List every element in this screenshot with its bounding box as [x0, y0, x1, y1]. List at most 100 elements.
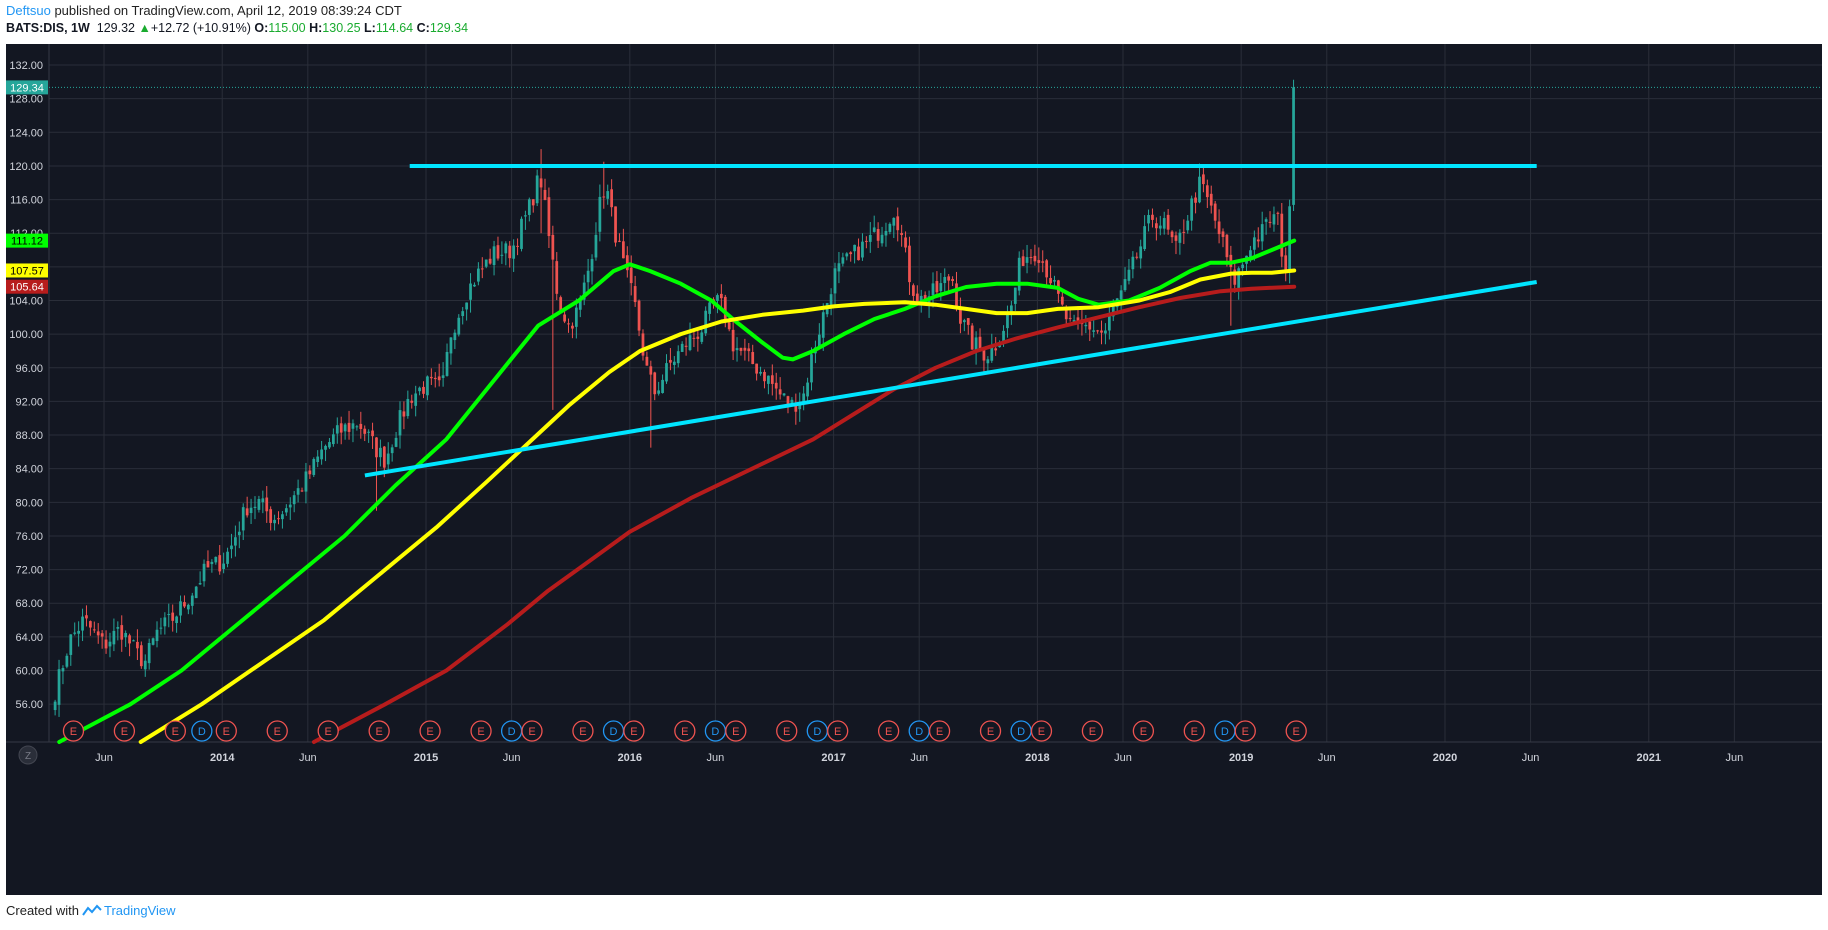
earnings-marker[interactable]: E — [164, 720, 187, 742]
candle — [1088, 318, 1092, 342]
candle-body — [614, 206, 617, 243]
candle-body — [806, 382, 809, 397]
candle — [496, 236, 500, 261]
event-marker-label: E — [274, 726, 281, 738]
candle-body — [245, 508, 249, 516]
candle — [767, 375, 770, 395]
earnings-marker[interactable]: E — [674, 720, 696, 742]
time-tick-label: Jun — [503, 752, 521, 764]
candle-body — [175, 616, 178, 624]
earnings-marker[interactable]: E — [419, 720, 441, 742]
earnings-marker[interactable]: E — [215, 720, 237, 742]
candle-body — [861, 241, 864, 258]
event-marker-label: E — [579, 726, 586, 738]
candle-body — [386, 453, 390, 465]
candle — [1194, 192, 1197, 214]
candle — [978, 328, 982, 350]
event-marker-circle — [215, 720, 237, 742]
earnings-marker[interactable]: E — [113, 720, 136, 742]
time-tick-label: Jun — [1114, 752, 1132, 764]
earnings-marker[interactable]: E — [1132, 720, 1155, 742]
candle-body — [1166, 214, 1170, 230]
symbol-label[interactable]: BATS:DIS, 1W — [6, 21, 90, 35]
candle-body — [292, 495, 296, 505]
earnings-marker[interactable]: E — [725, 720, 747, 742]
candle-body — [96, 631, 100, 636]
earnings-marker[interactable]: E — [1285, 720, 1307, 742]
candle-body — [1178, 232, 1182, 243]
candle-body — [367, 431, 371, 433]
price-tick-label: 124.00 — [9, 127, 43, 139]
candle-body — [410, 400, 414, 403]
candle — [990, 333, 994, 363]
candle — [437, 363, 441, 387]
earnings-marker[interactable]: E — [1183, 720, 1205, 742]
candle-body — [1174, 235, 1178, 241]
candle — [751, 344, 755, 365]
candle — [1033, 244, 1037, 266]
candle — [802, 386, 806, 411]
candle-body — [1021, 256, 1025, 266]
candle — [868, 222, 872, 253]
candle — [343, 422, 347, 440]
candle-body — [876, 229, 880, 241]
candle-body — [492, 246, 496, 266]
time-tick-label: Jun — [95, 752, 113, 764]
dividend-marker[interactable]: D — [1010, 720, 1032, 742]
earnings-marker[interactable]: E — [928, 720, 951, 742]
dividend-marker[interactable]: D — [704, 720, 727, 742]
last-price: 129.32 — [96, 21, 135, 35]
dividend-marker[interactable]: D — [1214, 720, 1236, 742]
candle-body — [151, 638, 155, 645]
tradingview-link[interactable]: TradingView — [103, 903, 176, 918]
moving-average-line — [57, 238, 1297, 744]
trendline — [364, 280, 1538, 478]
earnings-marker[interactable]: E — [317, 720, 339, 742]
dividend-marker[interactable]: D — [602, 720, 625, 742]
dividend-marker[interactable]: D — [191, 720, 213, 742]
earnings-marker[interactable]: E — [62, 720, 85, 742]
earnings-marker[interactable]: E — [827, 720, 849, 742]
candle-body — [574, 307, 578, 327]
candle — [696, 328, 700, 352]
earnings-marker[interactable]: E — [776, 720, 798, 742]
candle — [880, 226, 884, 247]
time-tick-label: 2018 — [1025, 752, 1049, 764]
earnings-marker[interactable]: E — [979, 720, 1002, 742]
earnings-marker[interactable]: E — [368, 720, 390, 742]
price-badge-bg — [6, 279, 48, 294]
dividend-marker[interactable]: D — [908, 720, 930, 742]
earnings-marker[interactable]: E — [1234, 720, 1256, 742]
candle-body — [1249, 250, 1252, 258]
earnings-marker[interactable]: E — [266, 720, 288, 742]
earnings-marker[interactable]: E — [623, 720, 645, 742]
earnings-marker[interactable]: E — [470, 720, 492, 742]
candle — [1147, 209, 1150, 232]
chart-pane[interactable]: 56.00 60.00 64.00 68.00 72.00 76.00 80.00 84.00… — [6, 44, 1822, 895]
earnings-marker[interactable]: E — [1081, 720, 1104, 742]
earnings-marker[interactable]: E — [572, 720, 594, 742]
candle-body — [1131, 256, 1135, 270]
author-link[interactable]: Deftsuo — [6, 3, 51, 18]
candle — [465, 302, 468, 321]
price-chart[interactable]: 56.00 60.00 64.00 68.00 72.00 76.00 80.00 84.00… — [6, 44, 1822, 895]
candle — [1092, 317, 1096, 338]
candle-body — [908, 245, 911, 283]
time-tick-label: Jun — [1725, 752, 1743, 764]
earnings-marker[interactable]: E — [521, 720, 543, 742]
candle-body — [637, 300, 641, 331]
time-tick-label: 2019 — [1229, 752, 1253, 764]
scale-mode-button[interactable]: Z — [18, 745, 38, 765]
earnings-marker[interactable]: E — [1030, 720, 1053, 742]
candle-body — [1155, 223, 1158, 229]
earnings-marker[interactable]: E — [877, 720, 900, 742]
candle — [449, 337, 453, 365]
candle-body — [257, 499, 261, 510]
candle — [1182, 219, 1186, 245]
dividend-marker[interactable]: D — [806, 720, 828, 742]
dividend-marker[interactable]: D — [500, 720, 523, 742]
published-text: published on TradingView.com, April 12, … — [54, 3, 402, 18]
candle — [966, 318, 970, 335]
candle-body — [230, 545, 233, 550]
candle — [1292, 79, 1295, 212]
